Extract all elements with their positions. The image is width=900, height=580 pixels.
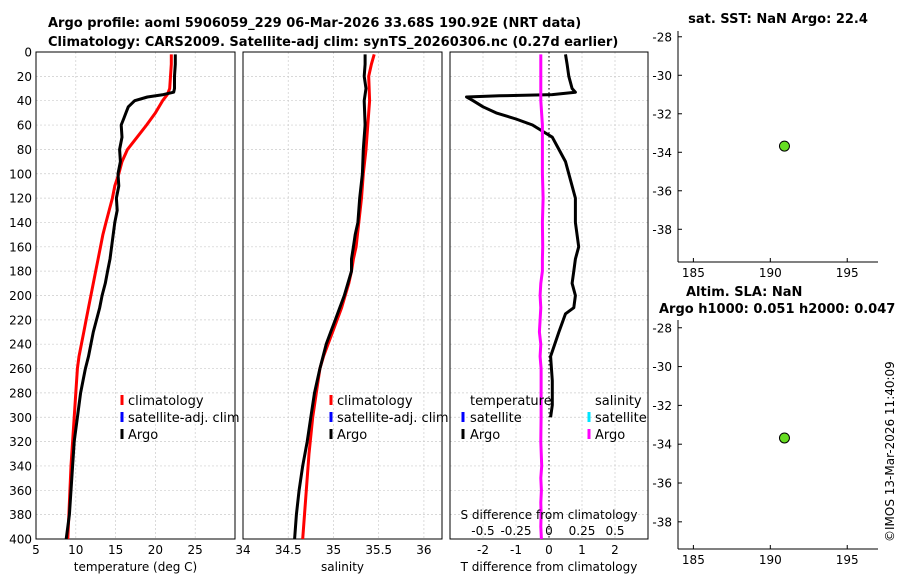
sla-map-title-line1: Altim. SLA: NaN: [686, 285, 802, 300]
x-tick-label: 36: [416, 543, 431, 557]
y-tick-label: -36: [652, 184, 672, 198]
s-difference-axis-label: S difference from climatology: [461, 508, 638, 522]
legend-label: climatology: [128, 394, 204, 409]
legend-label: Argo: [470, 428, 500, 443]
series-line-argo: [64, 54, 177, 540]
y-tick-label: -28: [652, 321, 672, 335]
y-tick-label: 140: [9, 216, 32, 230]
legend-label: satellite: [470, 411, 522, 426]
s-difference-tick-label: 0: [545, 524, 553, 538]
x-tick-label: 10: [68, 543, 83, 557]
argo-location-marker: [778, 432, 790, 444]
y-tick-label: 40: [17, 94, 32, 108]
figure-title-line1: Argo profile: aoml 5906059_229 06-Mar-20…: [48, 16, 581, 31]
y-tick-label: 60: [17, 119, 32, 133]
s-difference-tick-label: -0.25: [500, 524, 531, 538]
y-tick-label: 100: [9, 167, 32, 181]
legend-label: satellite-adj. clim: [128, 411, 240, 426]
y-tick-label: 80: [17, 143, 32, 157]
x-axis-label: salinity: [321, 560, 364, 574]
y-tick-label: 180: [9, 265, 32, 279]
x-tick-label: 35: [326, 543, 341, 557]
x-tick-label: 0: [545, 543, 553, 557]
y-tick-label: -32: [652, 107, 672, 121]
x-tick-label: -2: [477, 543, 489, 557]
x-tick-label: 190: [759, 266, 782, 280]
x-tick-label: 2: [611, 543, 619, 557]
series-line-t-difference-argo: [465, 54, 581, 418]
s-difference-tick-label: 0.25: [569, 524, 596, 538]
y-tick-label: 160: [9, 240, 32, 254]
sst-map-panel: -28 -30 -32 -34 -36 -38 185 190 195 sat. SST: NaN…: [652, 12, 878, 280]
y-tick-label: 200: [9, 289, 32, 303]
x-tick-label: -1: [510, 543, 522, 557]
sla-map-title-line2: Argo h1000: 0.051 h2000: 0.047: [659, 302, 895, 317]
y-tick-label: 120: [9, 192, 32, 206]
y-tick-label: 300: [9, 411, 32, 425]
x-axis-label: T difference from climatology: [460, 560, 638, 574]
y-tick-label: 320: [9, 435, 32, 449]
axes-frame: [242, 51, 443, 540]
y-tick-label: -34: [652, 146, 672, 160]
difference-panel: -2 -1 0 1 2 T difference from climatology S di…: [449, 51, 649, 574]
x-tick-label: 35.5: [365, 543, 392, 557]
x-tick-label: 34.5: [275, 543, 302, 557]
x-tick-label: 20: [148, 543, 163, 557]
axes-frame: [35, 51, 236, 540]
x-tick-label: 195: [836, 266, 859, 280]
y-tick-label: -38: [652, 515, 672, 529]
y-tick-label: -28: [652, 30, 672, 44]
y-tick-label: -34: [652, 438, 672, 452]
legend-label: satellite: [595, 411, 647, 426]
y-tick-label: 400: [9, 533, 32, 547]
legend-label: satellite-adj. clim: [337, 411, 449, 426]
x-tick-label: 185: [682, 266, 705, 280]
y-tick-label: 260: [9, 362, 32, 376]
imos-stamp: ©IMOS 13-Mar-2026 11:40:09: [883, 361, 897, 542]
x-tick-label: 185: [682, 553, 705, 567]
series-line-climatology: [66, 54, 173, 540]
legend-label: climatology: [337, 394, 413, 409]
sst-map-title: sat. SST: NaN Argo: 22.4: [688, 12, 868, 27]
x-tick-label: 5: [32, 543, 40, 557]
legend-label: Argo: [128, 428, 158, 443]
argo-location-marker: [778, 140, 790, 152]
y-tick-label: -32: [652, 399, 672, 413]
s-difference-tick-label: 0.5: [605, 524, 624, 538]
x-tick-label: 25: [188, 543, 203, 557]
x-tick-label: 190: [759, 553, 782, 567]
y-tick-label: -30: [652, 360, 672, 374]
series-line-argo: [293, 54, 368, 540]
y-tick-label: 220: [9, 313, 32, 327]
s-difference-tick-label: -0.5: [471, 524, 494, 538]
legend-title-temperature: temperature: [470, 394, 552, 409]
x-tick-label: 34: [235, 543, 250, 557]
sla-map-panel: -28 -30 -32 -34 -36 -38 185 190 195 Altim. SLA: N…: [652, 285, 895, 567]
figure-title-line2: Climatology: CARS2009. Satellite-adj cli…: [48, 35, 618, 50]
y-tick-label: 380: [9, 508, 32, 522]
y-tick-label: -30: [652, 69, 672, 83]
y-tick-label: -36: [652, 477, 672, 491]
y-tick-label: 240: [9, 338, 32, 352]
x-tick-label: 1: [578, 543, 586, 557]
x-tick-label: 195: [836, 553, 859, 567]
legend-label: Argo: [595, 428, 625, 443]
y-tick-label: 0: [24, 46, 32, 60]
y-tick-label: -38: [652, 223, 672, 237]
legend-label: Argo: [337, 428, 367, 443]
y-tick-label: 280: [9, 386, 32, 400]
y-tick-label: 360: [9, 484, 32, 498]
salinity-panel: 34 34.5 35 35.5 36 salinity climatology satelli…: [235, 51, 449, 574]
legend-title-salinity: salinity: [595, 394, 642, 409]
series-line-s-difference-argo: [537, 54, 545, 540]
temperature-panel: 0 20 40 60 80 100 120 140 160 180 200 220 240 260 280 3…: [9, 46, 240, 575]
x-tick-label: 15: [108, 543, 123, 557]
y-tick-label: 20: [17, 70, 32, 84]
y-tick-label: 340: [9, 459, 32, 473]
x-axis-label: temperature (deg C): [74, 560, 197, 574]
